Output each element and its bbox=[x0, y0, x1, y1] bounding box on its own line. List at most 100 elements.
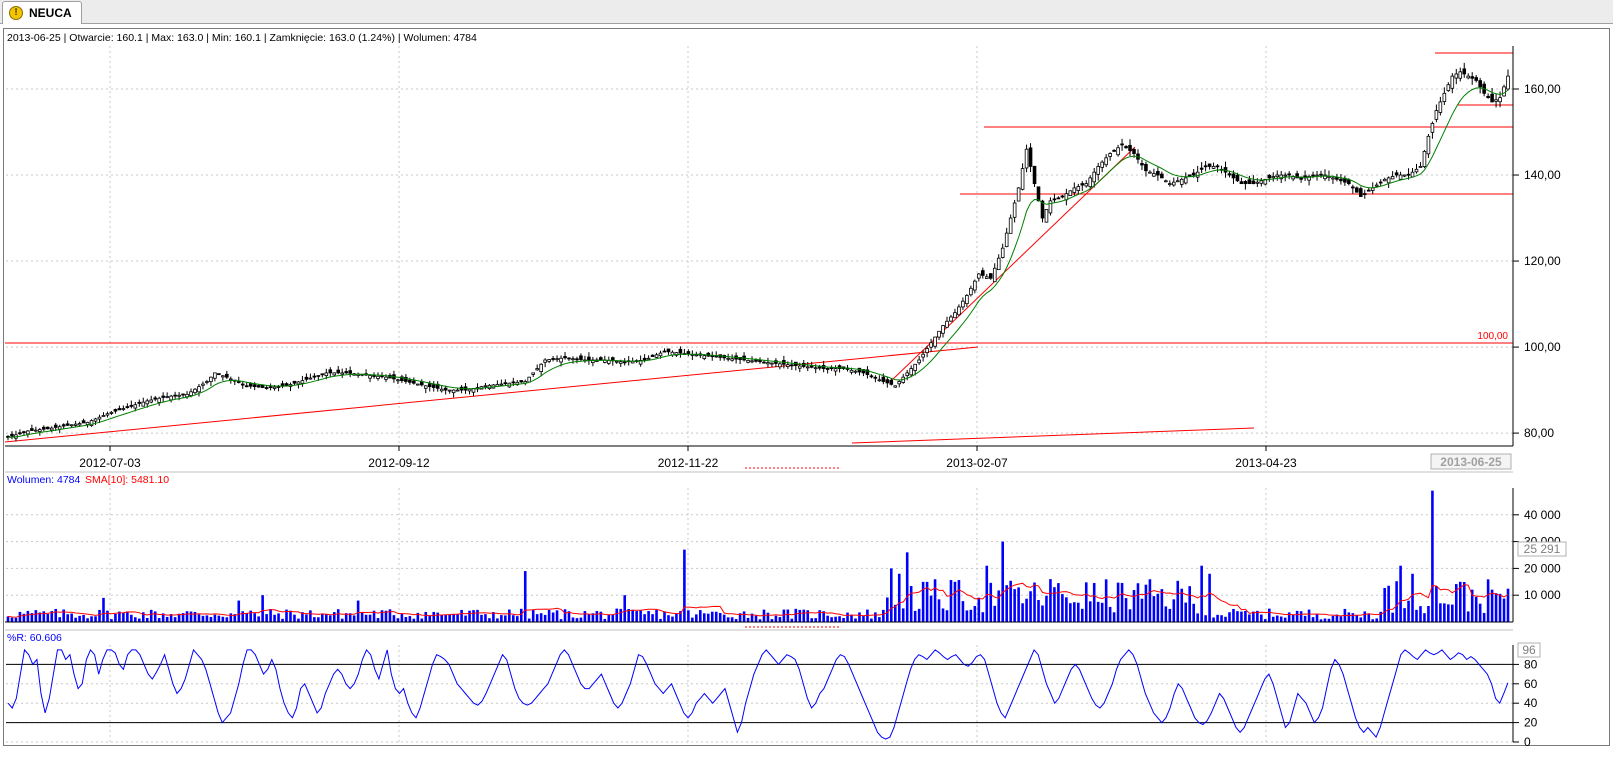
candle-body bbox=[658, 352, 663, 357]
candle-body bbox=[1239, 181, 1244, 185]
volume-bar bbox=[1037, 600, 1040, 622]
volume-bar bbox=[344, 613, 348, 622]
volume-bar bbox=[400, 613, 404, 622]
volume-bar bbox=[1279, 616, 1283, 622]
candle-body bbox=[169, 395, 173, 401]
candle-body bbox=[1032, 165, 1037, 185]
volume-bar bbox=[1494, 593, 1498, 622]
volume-bar bbox=[468, 610, 471, 622]
volume-y-tick-label: 40 000 bbox=[1524, 508, 1561, 522]
volume-bar bbox=[241, 611, 245, 622]
candle-body bbox=[1164, 180, 1168, 183]
volume-bar bbox=[1506, 588, 1510, 622]
candle-body bbox=[937, 330, 941, 338]
volume-bar bbox=[1148, 579, 1152, 622]
volume-bar bbox=[1092, 583, 1096, 622]
candle-body bbox=[181, 393, 185, 396]
candle-body bbox=[1486, 95, 1490, 99]
candle-body bbox=[372, 375, 376, 377]
volume-bar bbox=[138, 618, 141, 622]
volume-grid bbox=[6, 488, 1513, 622]
candle-body bbox=[977, 273, 981, 279]
candle-body bbox=[483, 385, 488, 388]
candle-body bbox=[817, 366, 822, 369]
candle-body bbox=[535, 368, 539, 371]
candle-body bbox=[1195, 171, 1200, 178]
current-date-label: 2013-06-25 bbox=[1440, 455, 1502, 469]
candle-body bbox=[1251, 180, 1256, 185]
volume-bar bbox=[169, 614, 173, 622]
volume-bar bbox=[380, 610, 384, 622]
volume-bar bbox=[460, 609, 463, 622]
volume-bar bbox=[273, 614, 276, 622]
volume-bar bbox=[806, 610, 810, 622]
candle-body bbox=[1124, 146, 1128, 149]
volume-bar bbox=[1096, 601, 1100, 622]
candle-body bbox=[157, 397, 161, 403]
volume-bar bbox=[1395, 581, 1398, 622]
volume-sma-legend: SMA[10]: 5481.10 bbox=[85, 474, 169, 486]
trendline-bottom bbox=[851, 427, 1255, 444]
volume-bar bbox=[1080, 608, 1084, 622]
candle-body bbox=[797, 365, 802, 369]
candle-body bbox=[1191, 172, 1196, 176]
volume-bar bbox=[448, 614, 451, 622]
candle-body bbox=[264, 387, 269, 389]
candle-body bbox=[300, 380, 305, 384]
volume-bar bbox=[1447, 604, 1450, 622]
volume-bar bbox=[842, 617, 845, 622]
volume-bar bbox=[1379, 611, 1382, 622]
volume-bar bbox=[484, 614, 487, 622]
volume-bar bbox=[464, 615, 467, 622]
volume-bar bbox=[615, 608, 619, 622]
candle-body bbox=[913, 363, 917, 371]
volume-bar bbox=[655, 610, 658, 622]
candle-body bbox=[519, 380, 524, 383]
volume-bar bbox=[54, 608, 58, 622]
candle-body bbox=[105, 413, 110, 416]
volume-bar bbox=[718, 613, 722, 622]
volume-bar bbox=[432, 611, 436, 622]
volume-bar bbox=[1458, 581, 1462, 622]
wr-current-label: 96 bbox=[1522, 643, 1536, 657]
volume-bar bbox=[396, 618, 400, 622]
price-candles bbox=[6, 62, 1510, 442]
candle-body bbox=[177, 394, 181, 397]
volume-bar bbox=[46, 613, 50, 622]
volume-bar bbox=[336, 609, 340, 622]
candle-body bbox=[197, 386, 201, 393]
volume-bar bbox=[1351, 613, 1355, 622]
candle-body bbox=[1458, 71, 1463, 79]
candle-body bbox=[447, 389, 452, 392]
volume-bar bbox=[1065, 597, 1068, 622]
candle-body bbox=[555, 358, 559, 361]
candle-body bbox=[1402, 174, 1407, 177]
candle-body bbox=[1406, 173, 1411, 176]
volume-bar bbox=[277, 613, 280, 622]
volume-bar bbox=[1427, 606, 1430, 622]
volume-bar bbox=[1228, 612, 1231, 622]
volume-bar bbox=[452, 614, 455, 622]
price-info-line: 2013-06-25 | Otwarcie: 160.1 | Max: 163.… bbox=[7, 32, 477, 44]
candle-body bbox=[396, 379, 400, 382]
volume-bar bbox=[603, 618, 607, 622]
candle-body bbox=[638, 360, 643, 365]
ema-line bbox=[7, 87, 1509, 438]
candle-body bbox=[1323, 174, 1327, 180]
candle-body bbox=[320, 373, 325, 376]
volume-bar bbox=[798, 609, 802, 622]
volume-bar bbox=[738, 613, 742, 622]
candle-body bbox=[45, 426, 50, 430]
candle-body bbox=[1474, 77, 1478, 81]
volume-bar bbox=[1299, 611, 1303, 622]
candle-body bbox=[992, 267, 997, 283]
wr-line bbox=[7, 648, 1509, 740]
volume-bar bbox=[567, 611, 571, 622]
volume-bar bbox=[209, 616, 213, 622]
volume-bar bbox=[515, 616, 519, 622]
volume-bar bbox=[225, 617, 229, 622]
candle-body bbox=[209, 376, 213, 383]
candle-body bbox=[865, 369, 870, 376]
tab-neuca[interactable]: ! NEUCA bbox=[2, 1, 82, 24]
candle-body bbox=[161, 395, 165, 398]
